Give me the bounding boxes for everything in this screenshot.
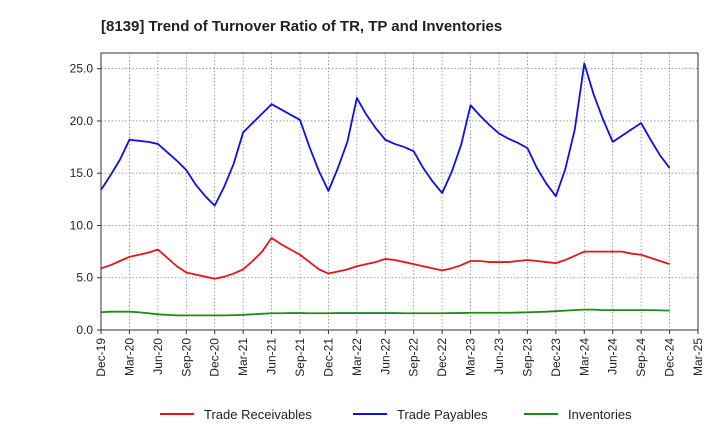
- x-tick-label: Sep-21: [293, 338, 307, 377]
- x-tick-label: Mar-22: [350, 338, 364, 376]
- series-line: [100, 237, 670, 280]
- x-tick-label: Jun-24: [606, 338, 620, 375]
- x-tick-label: Sep-20: [179, 338, 193, 377]
- x-tick-label: Jun-23: [492, 338, 506, 375]
- y-tick-label: 0.0: [76, 323, 93, 337]
- series-lines: [100, 62, 671, 317]
- plot-frame: [100, 52, 699, 331]
- x-tick-label: Dec-21: [321, 338, 335, 377]
- x-tick-label: Sep-23: [520, 338, 534, 377]
- x-tick-label: Jun-21: [265, 338, 279, 375]
- legend-label: Inventories: [568, 407, 632, 422]
- series-line: [100, 308, 670, 317]
- x-tick-label: Sep-22: [407, 338, 421, 377]
- axes: 0.0 5.0 10.0 15.0 20.0 25.0 Dec-19 Mar-20 Jun-20…: [70, 62, 705, 377]
- x-tick-label: Mar-25: [691, 338, 705, 376]
- legend-label: Trade Receivables: [204, 407, 312, 422]
- x-tick-label: Jun-22: [378, 338, 392, 375]
- x-tick-label: Dec-23: [549, 338, 563, 377]
- y-tick-label: 20.0: [70, 114, 94, 128]
- chart-title: [8139] Trend of Turnover Ratio of TR, TP…: [101, 18, 502, 35]
- y-tick-label: 25.0: [70, 62, 94, 76]
- x-tick-label: Dec-22: [435, 338, 449, 377]
- x-tick-label: Sep-24: [634, 338, 648, 377]
- x-tick-label: Dec-20: [208, 338, 222, 377]
- legend-label: Trade Payables: [397, 407, 488, 422]
- x-tick-label: Mar-23: [464, 338, 478, 376]
- x-tick-label: Jun-20: [151, 338, 165, 375]
- y-tick-label: 5.0: [76, 271, 93, 285]
- y-tick-label: 15.0: [70, 166, 94, 180]
- x-tick-label: Dec-24: [663, 338, 677, 377]
- legend: Trade Receivables Trade Payables Inventori…: [160, 407, 632, 422]
- y-tick-label: 10.0: [70, 218, 94, 232]
- x-tick-label: Mar-21: [236, 338, 250, 376]
- x-tick-label: Dec-19: [94, 338, 108, 377]
- x-tick-label: Mar-20: [122, 338, 136, 376]
- series-line: [100, 62, 671, 207]
- x-tick-label: Mar-24: [577, 338, 591, 376]
- grid-lines: [100, 53, 699, 331]
